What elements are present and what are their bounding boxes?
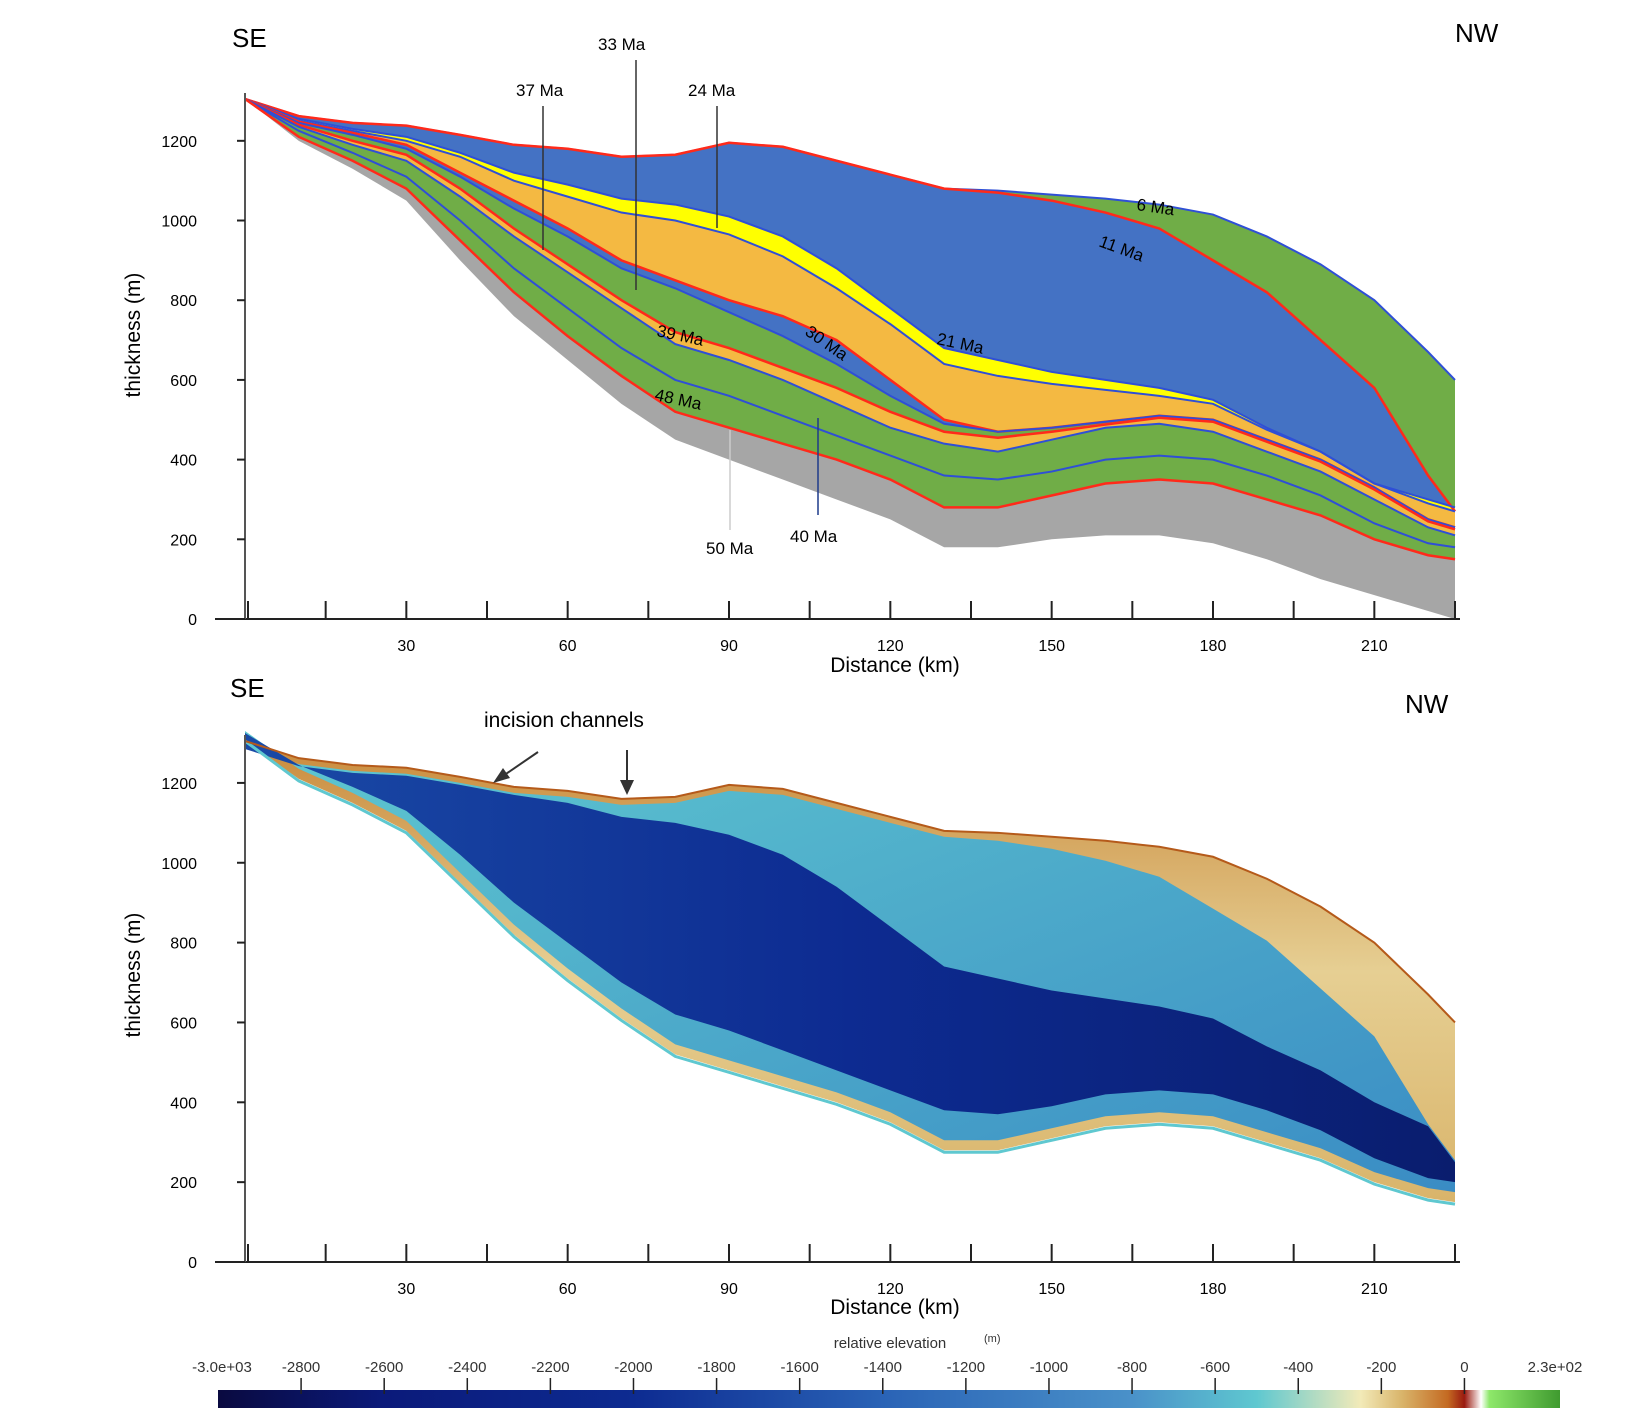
y-tick-label: 400 — [170, 453, 197, 470]
stratigraphy-panel: SE NW 0 200 400 600 800 1000 1200 30 60 90 120 150 1… — [122, 18, 1499, 677]
age-label-40: 40 Ma — [790, 527, 838, 546]
layer-green-lower — [245, 98, 1455, 548]
colorbar-tick-label: -1600 — [780, 1359, 818, 1376]
colorbar-tick-label: -600 — [1200, 1359, 1230, 1376]
colorbar-tick-label: -800 — [1117, 1359, 1147, 1376]
surface-33ma — [244, 98, 1456, 529]
x-tick-label: 90 — [720, 638, 738, 655]
x-tick-label: 60 — [559, 1281, 577, 1298]
x-tick-label: 30 — [397, 638, 415, 655]
colorbar-tick-label: -1200 — [947, 1359, 985, 1376]
surface-40ma — [244, 98, 1456, 537]
incision-arrow-down — [620, 750, 634, 795]
colorbar-tick-label: -200 — [1366, 1359, 1396, 1376]
surface-21ma — [244, 98, 1456, 509]
x-tick-label: 180 — [1200, 1281, 1227, 1298]
y-tick-label: 200 — [170, 1175, 197, 1192]
y-tick-label: 400 — [170, 1095, 197, 1112]
y-tick-label: 200 — [170, 532, 197, 549]
colorbar-tick-label: 0 — [1460, 1359, 1468, 1376]
x-axis-label: Distance (km) — [830, 1296, 960, 1319]
direction-se-label: SE — [230, 673, 265, 703]
x-axis-label: Distance (km) — [830, 654, 960, 677]
y-axis-label: thickness (m) — [122, 273, 145, 398]
x-tick-label: 120 — [877, 638, 904, 655]
layer-fills — [245, 98, 1455, 619]
colorbar-tick-label: -2800 — [282, 1359, 320, 1376]
colorbar-label: relative elevation — [834, 1335, 947, 1352]
colorbar-tick-label: -1400 — [864, 1359, 902, 1376]
surface-37ma — [244, 97, 1456, 531]
y-axis-label: thickness (m) — [122, 913, 145, 1038]
surface-11ma — [244, 97, 1457, 513]
layer-green-mid — [245, 98, 1455, 530]
y-tick-label: 800 — [170, 293, 197, 310]
section-base-edge — [244, 739, 1456, 1206]
layer-blue-upper — [245, 98, 1455, 512]
x-tick-label: 120 — [877, 1281, 904, 1298]
colorbar-tick-label: -2200 — [531, 1359, 569, 1376]
axes: 0 200 400 600 800 1000 1200 30 60 90 120 150 180 210 — [161, 93, 1460, 655]
colorbar-tick-label: -1800 — [697, 1359, 735, 1376]
colorbar: relative elevation (m) -2800 -2600 -2400 -2… — [192, 1333, 1582, 1408]
colorbar-min-label: -3.0e+03 — [192, 1359, 252, 1376]
surface-50ma — [244, 97, 1456, 561]
x-tick-label: 210 — [1361, 1281, 1388, 1298]
y-tick-label: 800 — [170, 936, 197, 953]
colorbar-tick-label: -1000 — [1030, 1359, 1068, 1376]
elevation-section — [244, 731, 1456, 1206]
x-tick-label: 150 — [1038, 638, 1065, 655]
layer-green-base — [245, 98, 1455, 560]
x-tick-label: 30 — [397, 1281, 415, 1298]
section-top-edge — [244, 740, 1456, 1024]
y-tick-label: 600 — [170, 1015, 197, 1032]
layer-orange — [245, 98, 1455, 528]
colorbar-ticks: -2800 -2600 -2400 -2200 -2000 -1800 -1600 -1400… — [282, 1359, 1469, 1394]
surface-48ma — [244, 98, 1456, 549]
direction-se-label: SE — [232, 23, 267, 53]
y-tick-label: 0 — [188, 612, 197, 629]
x-tick-label: 210 — [1361, 638, 1388, 655]
y-tick-label: 600 — [170, 373, 197, 390]
colorbar-tick-label: -2600 — [365, 1359, 403, 1376]
age-label-39: 37 Ma — [516, 81, 564, 100]
colorbar-tick-label: -400 — [1283, 1359, 1313, 1376]
colorbar-bar — [218, 1390, 1560, 1408]
y-tick-label: 1200 — [161, 776, 197, 793]
colorbar-tick-label: -2400 — [448, 1359, 486, 1376]
y-tick-label: 1000 — [161, 856, 197, 873]
layer-boundaries — [244, 97, 1457, 561]
x-tick-label: 180 — [1200, 638, 1227, 655]
y-tick-label: 0 — [188, 1255, 197, 1272]
colorbar-max-label: 2.3e+02 — [1528, 1359, 1583, 1376]
incision-arrow-left — [493, 751, 539, 783]
section-deep — [245, 733, 1455, 1183]
colorbar-unit: (m) — [984, 1333, 1001, 1345]
direction-nw-label: NW — [1455, 18, 1499, 48]
surface-24ma — [244, 98, 1456, 513]
elevation-panel: SE NW 0 200 400 600 800 1000 1200 30 60 90 120 150 1… — [122, 673, 1460, 1319]
age-label-50: 50 Ma — [706, 539, 754, 558]
colorbar-tick-label: -2000 — [614, 1359, 652, 1376]
x-tick-label: 60 — [559, 638, 577, 655]
layer-basement — [245, 98, 1455, 619]
incision-channels-label: incision channels — [484, 709, 644, 732]
y-tick-label: 1200 — [161, 134, 197, 151]
x-tick-label: 90 — [720, 1281, 738, 1298]
y-tick-label: 1000 — [161, 214, 197, 231]
age-label-33: 33 Ma — [598, 35, 646, 54]
axes: 0 200 400 600 800 1000 1200 30 60 90 120 150 180 210 — [161, 735, 1460, 1298]
direction-nw-label: NW — [1405, 689, 1449, 719]
x-tick-label: 150 — [1038, 1281, 1065, 1298]
age-label-24: 24 Ma — [688, 81, 736, 100]
